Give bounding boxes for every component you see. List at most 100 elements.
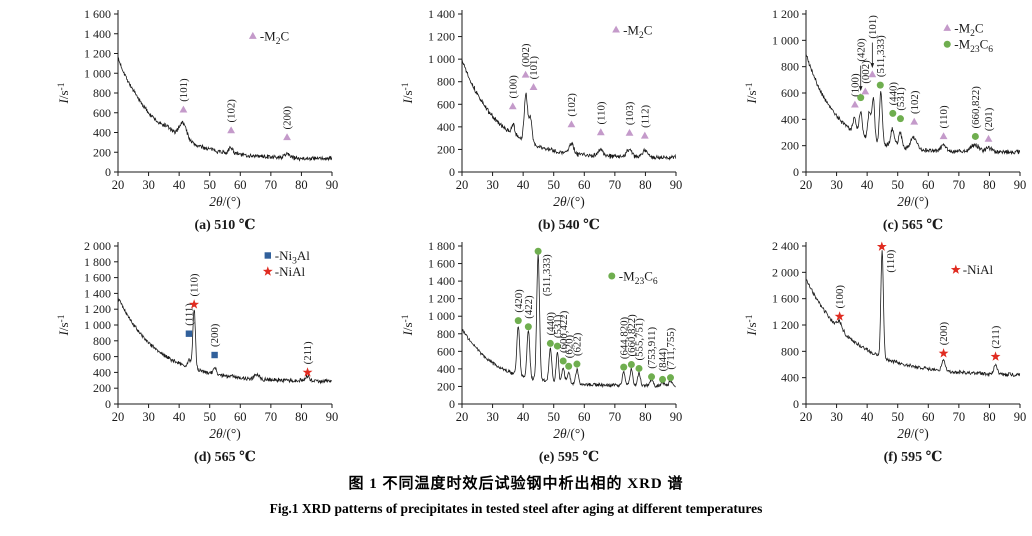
xrd-trace bbox=[805, 250, 1021, 378]
y-tick-label: 0 bbox=[449, 165, 455, 179]
subplot-title: (b) 540 ℃ bbox=[538, 218, 600, 233]
x-axis-label: 2θ/(°) bbox=[553, 194, 585, 209]
x-tick-label: 60 bbox=[578, 178, 591, 192]
star-marker bbox=[990, 351, 1001, 361]
y-tick-label: 1 400 bbox=[84, 286, 111, 300]
circle-marker bbox=[627, 361, 635, 368]
peak-label: (511,333) bbox=[875, 35, 887, 77]
x-tick-label: 90 bbox=[670, 410, 683, 424]
x-tick-label: 90 bbox=[326, 178, 339, 192]
circle-marker bbox=[896, 115, 904, 123]
x-tick-label: 40 bbox=[517, 178, 530, 192]
peak-label: (103) bbox=[624, 101, 636, 125]
x-tick-label: 20 bbox=[800, 178, 813, 192]
legend-label: -NiAl bbox=[275, 264, 306, 279]
peak-label: (002) bbox=[860, 60, 872, 84]
peak-label: (555,751) bbox=[634, 318, 646, 361]
legend-label: -Ni3Al bbox=[275, 248, 310, 267]
peak-label: (440) bbox=[545, 312, 557, 336]
x-tick-label: 60 bbox=[234, 410, 247, 424]
x-tick-label: 50 bbox=[547, 178, 560, 192]
square-marker bbox=[264, 252, 271, 259]
peak-label: (100) bbox=[507, 75, 519, 99]
star-marker bbox=[834, 311, 845, 321]
legend-label: -NiAl bbox=[963, 262, 994, 277]
legend: -M2C bbox=[248, 29, 289, 48]
peak-label: (102) bbox=[909, 90, 921, 114]
subplot-title: (a) 510 ℃ bbox=[194, 218, 255, 233]
x-tick-label: 30 bbox=[142, 410, 155, 424]
peak-label: (102) bbox=[566, 93, 578, 117]
triangle-marker bbox=[851, 100, 859, 108]
y-tick-label: 1 200 bbox=[84, 47, 111, 61]
x-tick-label: 50 bbox=[547, 410, 560, 424]
y-tick-label: 0 bbox=[105, 165, 111, 179]
peak-label: (753,911) bbox=[646, 327, 658, 369]
triangle-marker bbox=[910, 117, 919, 125]
figure-1: 0 200 400 600 800 1 000 1 200 1 400 1 600 20 30 40 5… bbox=[56, 7, 1032, 516]
subplot-title: (c) 565 ℃ bbox=[883, 218, 944, 233]
x-tick-label: 70 bbox=[953, 410, 966, 424]
y-tick-label: 400 bbox=[93, 126, 111, 140]
y-axis-label: I/s-1 bbox=[56, 314, 71, 336]
x-axis-label: 2θ/(°) bbox=[553, 426, 585, 441]
triangle-marker bbox=[612, 25, 620, 33]
peak-label: (531) bbox=[552, 314, 564, 338]
square-marker bbox=[185, 330, 193, 337]
y-tick-label: 1 400 bbox=[428, 7, 455, 21]
y-tick-label: 1 600 bbox=[772, 292, 799, 306]
y-tick-label: 400 bbox=[781, 112, 799, 126]
peak-label: (110) bbox=[885, 249, 897, 272]
y-tick-label: 1 000 bbox=[428, 52, 455, 66]
peak-label: (100) bbox=[834, 285, 846, 309]
circle-marker bbox=[608, 272, 616, 280]
peak-label: (112) bbox=[639, 104, 651, 127]
y-tick-label: 1 400 bbox=[84, 27, 111, 41]
circle-marker bbox=[857, 94, 865, 102]
legend-label: -M23C6 bbox=[619, 269, 658, 288]
x-tick-label: 90 bbox=[326, 410, 339, 424]
x-tick-label: 80 bbox=[295, 178, 308, 192]
legend: -Ni3Al-NiAl bbox=[262, 248, 310, 279]
triangle-marker bbox=[596, 128, 605, 136]
subplot-title: (e) 595 ℃ bbox=[539, 450, 600, 465]
y-tick-label: 200 bbox=[781, 139, 799, 153]
x-tick-label: 70 bbox=[265, 410, 278, 424]
y-tick-label: 800 bbox=[437, 75, 455, 89]
x-tick-label: 20 bbox=[112, 178, 125, 192]
y-axis-label: I/s-1 bbox=[400, 314, 415, 336]
x-tick-label: 50 bbox=[891, 410, 904, 424]
peak-label: (211) bbox=[990, 325, 1002, 348]
y-tick-label: 200 bbox=[93, 145, 111, 159]
x-tick-label: 80 bbox=[295, 410, 308, 424]
x-tick-label: 40 bbox=[517, 410, 530, 424]
legend-label: -M2C bbox=[260, 29, 289, 48]
peak-label: (711,755) bbox=[665, 327, 677, 369]
legend: -M2C bbox=[612, 22, 652, 41]
circle-marker bbox=[573, 360, 581, 368]
circle-marker bbox=[943, 40, 951, 48]
circle-marker bbox=[620, 363, 628, 371]
y-tick-label: 800 bbox=[93, 334, 111, 348]
y-tick-label: 0 bbox=[793, 165, 799, 179]
subplot-e: 0 200 400 600 800 1 000 1 200 1 400 1 600 1 800 20… bbox=[344, 234, 688, 466]
peak-label: (200) bbox=[282, 106, 294, 130]
y-axis-label: I/s-1 bbox=[744, 82, 759, 104]
y-tick-label: 1 600 bbox=[84, 7, 111, 21]
subplot-f: 0 400 800 1 200 1 600 2 000 2 400 20 30 40 50 60 70 8… bbox=[688, 234, 1032, 466]
x-tick-label: 20 bbox=[456, 178, 469, 192]
y-tick-label: 600 bbox=[437, 344, 455, 358]
xrd-trace bbox=[117, 296, 332, 385]
peak-label: (600,422) bbox=[558, 310, 570, 353]
triangle-marker bbox=[984, 134, 993, 142]
xrd-trace bbox=[805, 53, 1021, 155]
x-tick-label: 40 bbox=[861, 178, 874, 192]
y-tick-label: 1 200 bbox=[84, 302, 111, 316]
x-tick-label: 20 bbox=[456, 410, 469, 424]
xrd-trace bbox=[461, 58, 677, 161]
y-tick-label: 0 bbox=[793, 397, 799, 411]
triangle-marker bbox=[861, 87, 870, 95]
circle-marker bbox=[546, 339, 554, 347]
triangle-marker bbox=[868, 70, 877, 78]
annotation-arrow bbox=[858, 86, 863, 92]
